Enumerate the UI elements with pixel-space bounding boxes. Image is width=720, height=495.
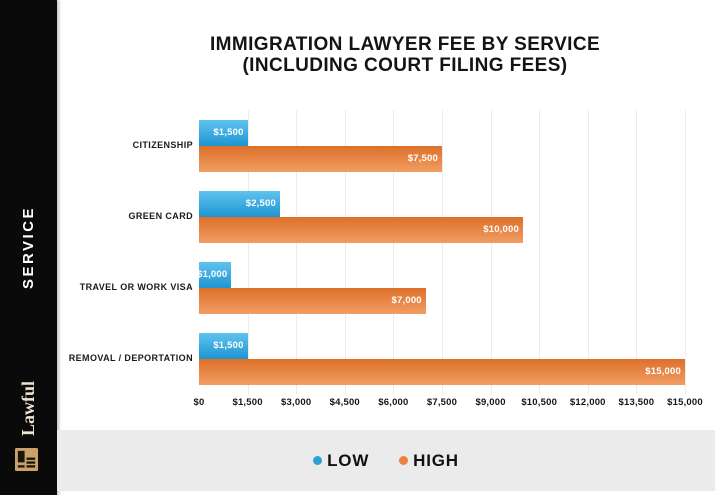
bar-low: $1,500 <box>199 332 248 359</box>
bar-low: $2,500 <box>199 190 280 217</box>
legend-dot-low <box>313 456 323 465</box>
x-axis-tick-label: $3,000 <box>281 397 312 408</box>
category-axis: CITIZENSHIP GREEN CARD TRAVEL OR WORK VISA… <box>60 110 193 394</box>
bar-high: $15,000 <box>199 358 685 385</box>
legend: LOW HIGH <box>313 451 459 471</box>
gridline <box>685 110 686 394</box>
bar-value-label: $1,500 <box>213 340 244 351</box>
bar-high: $7,000 <box>199 287 426 314</box>
x-axis-tick-label: $12,000 <box>569 397 606 408</box>
x-axis-tick-label: $15,000 <box>667 397 703 408</box>
bar-value-label: $1,500 <box>213 127 244 138</box>
bar-high: $10,000 <box>199 216 523 243</box>
chart-title-line2: (INCLUDING COURT FILING FEES) <box>242 55 568 76</box>
sidebar-brand-wrap: Lawful <box>0 372 57 444</box>
chart-title-line1: IMMIGRATION LAWYER FEE BY SERVICE <box>209 34 601 55</box>
bar-value-label: $15,000 <box>645 366 681 377</box>
bar-value-label: $1,000 <box>197 269 228 280</box>
gridline <box>587 110 589 394</box>
gridline <box>539 110 541 394</box>
x-axis: $0 $1,500 $3,000 $4,500 $6,000 $7,500 $9,000 $1… <box>194 397 703 413</box>
category-label: CITIZENSHIP <box>132 140 193 150</box>
bar-rows: $1,500 $7,500 $2,500 $10,000 $1,000 $7,000 $1,… <box>197 110 685 394</box>
gridline <box>296 110 298 394</box>
gridline <box>344 110 346 394</box>
bar-value-label: $10,000 <box>483 224 519 235</box>
bar-low: $1,000 <box>197 261 232 288</box>
x-axis-tick-label: $10,500 <box>521 397 558 408</box>
gridline <box>490 110 492 394</box>
brand-name: Lawful <box>17 380 38 436</box>
sidebar-service-label: SERVICE <box>20 205 37 290</box>
category-label: REMOVAL / DEPORTATION <box>68 353 193 363</box>
gridline <box>442 110 443 394</box>
category-label: GREEN CARD <box>128 211 193 221</box>
x-axis-tick-label: $1,500 <box>232 397 263 408</box>
x-axis-tick-label: $6,000 <box>378 397 409 408</box>
bar-group: $2,500 $10,000 <box>199 181 685 252</box>
category-label: TRAVEL OR WORK VISA <box>79 282 193 292</box>
legend-item-high: HIGH <box>399 451 459 471</box>
legend-dot-high <box>399 456 409 465</box>
sidebar: SERVICE Lawful <box>0 0 57 495</box>
gridline <box>393 110 395 394</box>
plot-area: $1,500 $7,500 $2,500 $10,000 $1,000 $7,000 $1,… <box>197 110 686 394</box>
legend-item-low: LOW <box>313 451 369 471</box>
bar-group: $1,000 $7,000 <box>197 252 685 323</box>
x-axis-tick-label: $7,500 <box>426 397 458 408</box>
legend-label: HIGH <box>413 450 459 470</box>
legend-footer: LOW HIGH <box>57 430 715 491</box>
bar-low: $1,500 <box>199 119 248 146</box>
bar-high: $7,500 <box>199 145 442 172</box>
gridline <box>247 110 249 394</box>
bar-value-label: $7,500 <box>407 153 438 164</box>
x-axis-tick-label: $4,500 <box>329 397 360 408</box>
bar-group: $1,500 $7,500 <box>199 110 685 181</box>
bar-group: $1,500 $15,000 <box>199 323 685 394</box>
legend-label: LOW <box>327 450 370 470</box>
bar-value-label: $7,000 <box>391 295 422 306</box>
bar-value-label: $2,500 <box>245 198 276 209</box>
lawful-logo-icon <box>15 448 38 471</box>
x-axis-tick-label: $9,000 <box>475 397 506 408</box>
chart-title: IMMIGRATION LAWYER FEE BY SERVICE (INCLU… <box>130 34 680 76</box>
x-axis-tick-label: $13,500 <box>618 397 655 408</box>
gridline <box>636 110 638 394</box>
x-axis-tick-label: $0 <box>193 397 205 408</box>
gridlines <box>199 110 686 394</box>
